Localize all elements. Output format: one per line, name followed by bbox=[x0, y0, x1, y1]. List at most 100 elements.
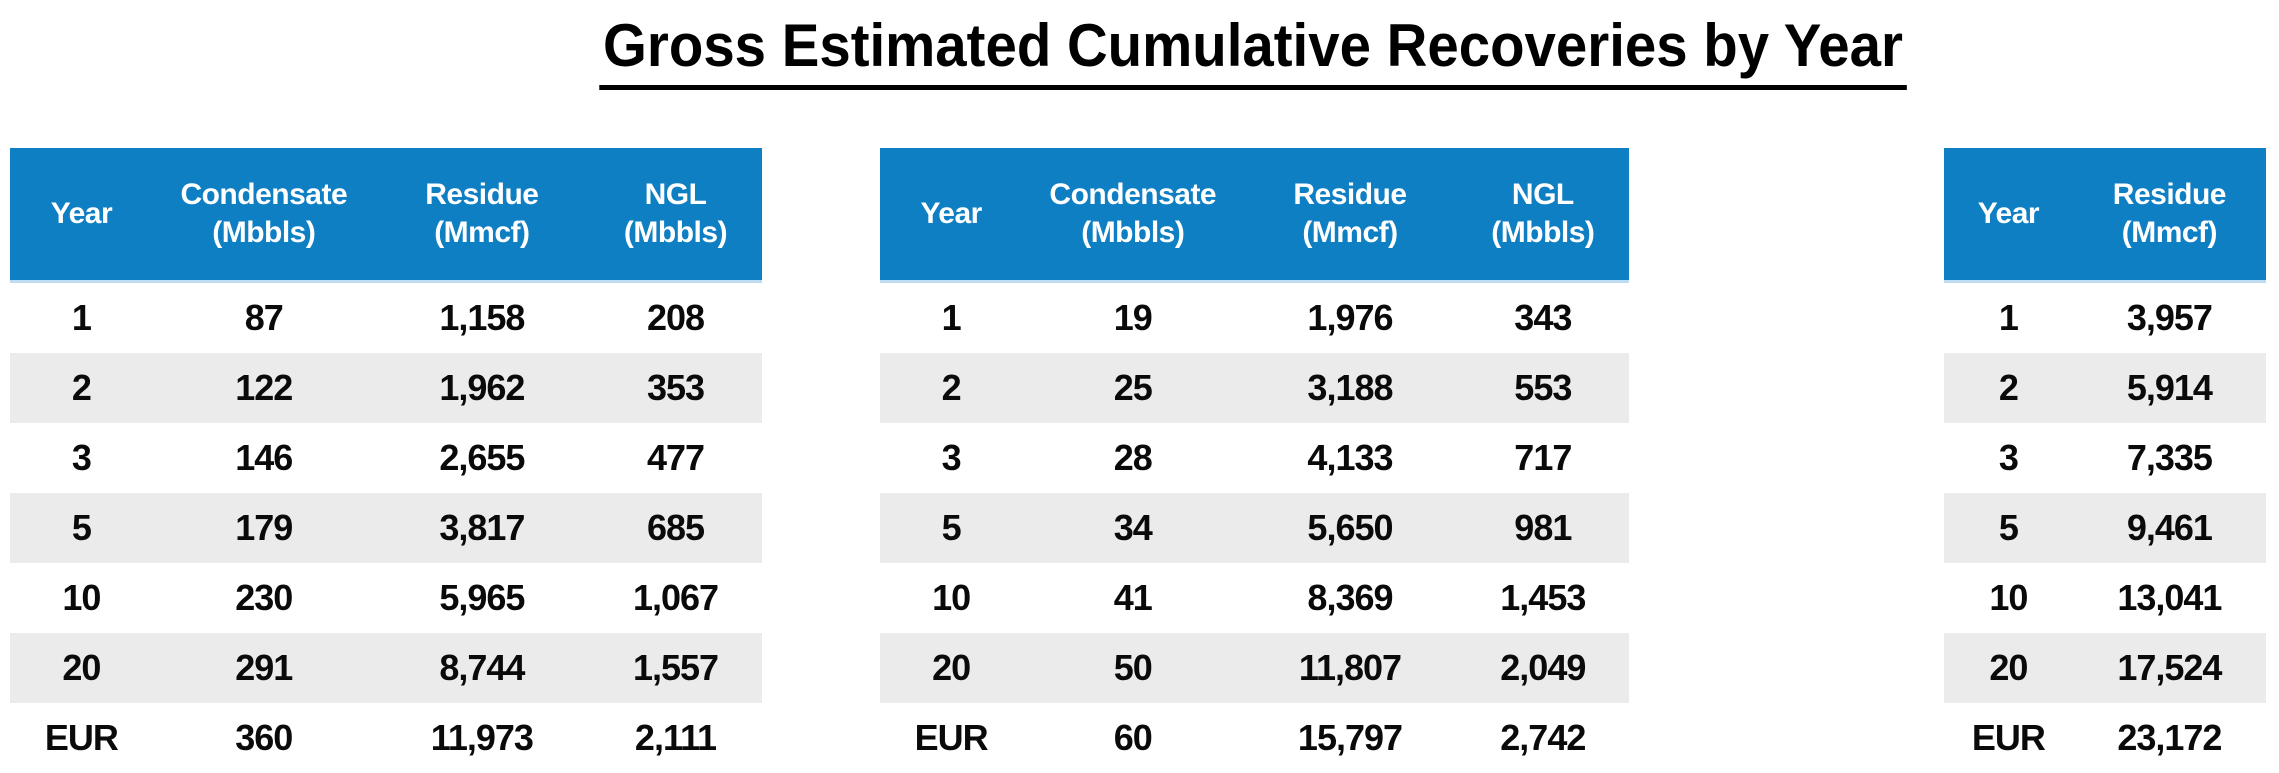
column-header-unit: (Mbbls) bbox=[623, 216, 728, 249]
recovery-table-right: Year Residue (Mmcf) 1 3,957 2 5,914 3 7,335 5 9,46… bbox=[1944, 148, 2266, 773]
table-body: 1 87 1,158 208 2 122 1,962 353 3 146 2,655 477 5 179 3… bbox=[10, 283, 762, 773]
table-cell: 10 bbox=[62, 577, 101, 618]
table-row: 2 122 1,962 353 bbox=[10, 353, 762, 423]
table-cell: 28 bbox=[1113, 437, 1153, 478]
table-cell: 20 bbox=[62, 647, 101, 688]
table-cell: 981 bbox=[1514, 507, 1572, 548]
column-header: Year bbox=[10, 195, 153, 233]
table-cell: 179 bbox=[235, 507, 293, 548]
column-header-label: Year bbox=[50, 197, 113, 230]
column-header: Year bbox=[1944, 195, 2073, 233]
table-row: 2 25 3,188 553 bbox=[880, 353, 1629, 423]
table-cell: 1,557 bbox=[632, 647, 719, 688]
table-cell: EUR bbox=[44, 717, 119, 758]
table-cell: 146 bbox=[235, 437, 293, 478]
table-cell: 2 bbox=[941, 367, 962, 408]
table-cell: 3,817 bbox=[439, 507, 525, 548]
table-row: 10 230 5,965 1,067 bbox=[10, 563, 762, 633]
table-cell: 1,453 bbox=[1500, 577, 1586, 618]
table-cell: 25 bbox=[1113, 367, 1153, 408]
table-cell: 3 bbox=[941, 437, 962, 478]
table-cell: 343 bbox=[1514, 297, 1572, 338]
table-row: 10 13,041 bbox=[1944, 563, 2266, 633]
table-cell: 2 bbox=[1998, 367, 2019, 408]
table-cell: 50 bbox=[1113, 647, 1153, 688]
table-cell: 5 bbox=[941, 507, 962, 548]
column-header-label: NGL bbox=[644, 178, 707, 211]
table-cell: 3,188 bbox=[1307, 367, 1393, 408]
table-cell: 291 bbox=[235, 647, 293, 688]
table-cell: 23,172 bbox=[2117, 717, 2222, 758]
table-cell: 1,976 bbox=[1307, 297, 1393, 338]
table-row: 1 3,957 bbox=[1944, 283, 2266, 353]
table-cell: 208 bbox=[646, 297, 705, 338]
column-header-unit: (Mbbls) bbox=[1081, 216, 1185, 249]
page-title: Gross Estimated Cumulative Recoveries by… bbox=[599, 16, 1907, 90]
table-cell: 60 bbox=[1113, 717, 1153, 758]
table-cell: 1,158 bbox=[439, 297, 525, 338]
table-body: 1 19 1,976 343 2 25 3,188 553 3 28 4,133 717 5 34 5,65… bbox=[880, 283, 1629, 773]
table-row: 3 146 2,655 477 bbox=[10, 423, 762, 493]
column-header: NGL (Mbbls) bbox=[589, 176, 762, 252]
column-header: NGL (Mbbls) bbox=[1457, 176, 1629, 252]
column-header-label: NGL bbox=[1511, 178, 1574, 211]
table-cell: 7,335 bbox=[2126, 437, 2213, 478]
column-header: Condensate (Mbbls) bbox=[153, 176, 375, 252]
table-cell: 5,965 bbox=[439, 577, 525, 618]
table-cell: 19 bbox=[1113, 297, 1153, 338]
column-header-label: Year bbox=[1977, 197, 2040, 230]
column-header: Year bbox=[880, 195, 1022, 233]
table-cell: 4,133 bbox=[1307, 437, 1393, 478]
column-header: Condensate (Mbbls) bbox=[1022, 176, 1243, 252]
table-cell: 5 bbox=[1998, 507, 2019, 548]
table-cell: 11,973 bbox=[430, 717, 534, 758]
table-cell: 1 bbox=[71, 297, 92, 338]
table-cell: 360 bbox=[235, 717, 293, 758]
table-cell: 3 bbox=[71, 437, 92, 478]
table-row: EUR 23,172 bbox=[1944, 703, 2266, 773]
table-cell: 10 bbox=[932, 577, 971, 618]
table-cell: EUR bbox=[1971, 717, 2046, 758]
column-header: Residue (Mmcf) bbox=[1243, 176, 1456, 252]
table-cell: 3 bbox=[1998, 437, 2019, 478]
table-cell: 1,962 bbox=[439, 367, 525, 408]
column-header-label: Condensate bbox=[180, 178, 348, 211]
table-row: 3 28 4,133 717 bbox=[880, 423, 1629, 493]
table-row: 20 17,524 bbox=[1944, 633, 2266, 703]
table-cell: 3,957 bbox=[2126, 297, 2213, 338]
table-cell: 13,041 bbox=[2117, 577, 2222, 618]
table-row: 5 179 3,817 685 bbox=[10, 493, 762, 563]
column-header-unit: (Mbbls) bbox=[212, 216, 316, 249]
table-cell: 1 bbox=[1998, 297, 2019, 338]
column-header-label: Residue bbox=[425, 178, 539, 211]
table-cell: 17,524 bbox=[2117, 647, 2222, 688]
table-header-row: Year Condensate (Mbbls) Residue (Mmcf) NGL (Mb… bbox=[10, 148, 762, 283]
column-header-unit: (Mbbls) bbox=[1491, 216, 1595, 249]
table-cell: 1,067 bbox=[632, 577, 719, 618]
table-row: EUR 60 15,797 2,742 bbox=[880, 703, 1629, 773]
table-cell: 477 bbox=[646, 437, 705, 478]
column-header: Residue (Mmcf) bbox=[375, 176, 589, 252]
table-cell: 5 bbox=[71, 507, 92, 548]
table-row: 3 7,335 bbox=[1944, 423, 2266, 493]
table-row: 10 41 8,369 1,453 bbox=[880, 563, 1629, 633]
column-header-label: Residue bbox=[1293, 178, 1407, 211]
table-row: 2 5,914 bbox=[1944, 353, 2266, 423]
table-row: 20 291 8,744 1,557 bbox=[10, 633, 762, 703]
table-cell: 9,461 bbox=[2126, 507, 2213, 548]
table-cell: 41 bbox=[1113, 577, 1153, 618]
table-cell: 2 bbox=[71, 367, 92, 408]
table-header-row: Year Residue (Mmcf) bbox=[1944, 148, 2266, 283]
column-header-label: Year bbox=[920, 197, 982, 230]
recovery-table-left: Year Condensate (Mbbls) Residue (Mmcf) NGL (Mb… bbox=[10, 148, 762, 773]
table-row: 5 9,461 bbox=[1944, 493, 2266, 563]
column-header-unit: (Mmcf) bbox=[2121, 216, 2218, 249]
table-cell: 553 bbox=[1514, 367, 1572, 408]
table-cell: 5,914 bbox=[2126, 367, 2213, 408]
table-cell: 11,807 bbox=[1298, 647, 1402, 688]
column-header-label: Condensate bbox=[1049, 178, 1217, 211]
table-row: 20 50 11,807 2,049 bbox=[880, 633, 1629, 703]
recovery-table-middle: Year Condensate (Mbbls) Residue (Mmcf) NGL (Mb… bbox=[880, 148, 1629, 773]
table-row: 5 34 5,650 981 bbox=[880, 493, 1629, 563]
table-cell: 353 bbox=[646, 367, 705, 408]
